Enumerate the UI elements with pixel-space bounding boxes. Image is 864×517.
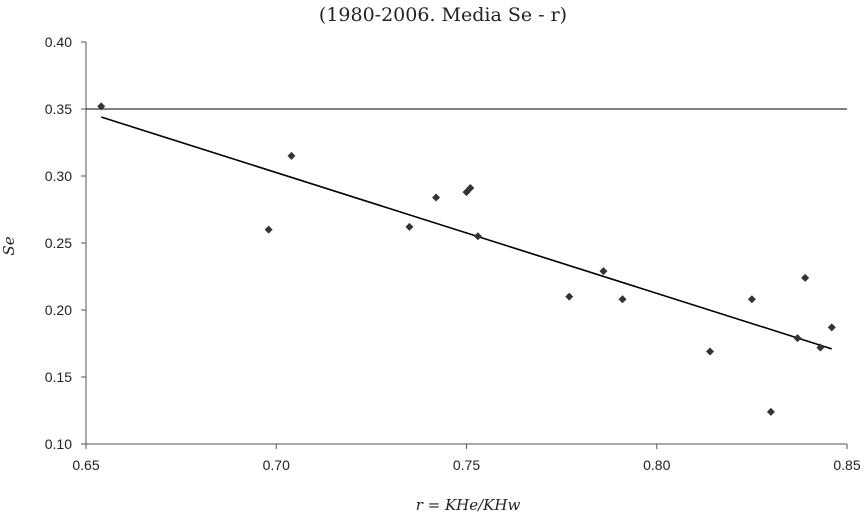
- axes: [85, 42, 847, 445]
- data-point: [599, 267, 608, 276]
- y-tick-label: 0.20: [45, 302, 72, 318]
- data-point: [706, 347, 715, 356]
- data-point: [793, 334, 802, 343]
- data-point: [827, 323, 836, 332]
- data-point: [287, 151, 296, 160]
- data-point: [97, 102, 106, 111]
- x-tick-label: 0.80: [643, 457, 670, 473]
- y-tick-label: 0.15: [45, 369, 72, 385]
- data-point: [816, 343, 825, 352]
- trendline: [100, 116, 833, 350]
- data-point: [264, 225, 273, 234]
- x-axis-label: r = KHe/KHw: [416, 496, 521, 514]
- y-tick-label: 0.25: [45, 235, 72, 251]
- data-point: [565, 292, 574, 301]
- x-tick-label: 0.70: [263, 457, 290, 473]
- y-tick-label: 0.40: [45, 34, 72, 50]
- data-point: [473, 232, 482, 241]
- data-point: [618, 295, 627, 304]
- y-tick-label: 0.35: [45, 101, 72, 117]
- data-point: [466, 184, 475, 193]
- data-point: [405, 222, 414, 231]
- y-tick-label: 0.10: [45, 436, 72, 452]
- tick-labels: 0.10 0.15 0.20 0.25 0.30 0.35 0.40 0.65 0.70 0.75…: [45, 34, 861, 473]
- data-point: [432, 193, 441, 202]
- x-tick-label: 0.75: [453, 457, 480, 473]
- data-point: [766, 407, 775, 416]
- chart-title: (1980-2006. Media Se - r): [319, 4, 567, 26]
- data-point: [801, 273, 810, 282]
- data-point: [747, 295, 756, 304]
- y-axis-label: Se: [0, 236, 18, 255]
- data-points: [97, 102, 836, 416]
- x-tick-label: 0.65: [72, 457, 99, 473]
- y-tick-label: 0.30: [45, 168, 72, 184]
- x-tick-label: 0.85: [833, 457, 860, 473]
